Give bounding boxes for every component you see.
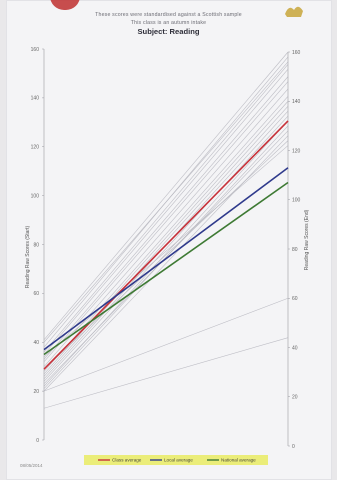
right-tick-label: 140: [292, 99, 301, 105]
header-note-sample: These scores were standardised against a…: [95, 12, 242, 18]
pupil-line: [43, 96, 289, 372]
y-axis-label-start: Reading Raw Scores (Start): [25, 226, 31, 289]
legend-label: Class average: [112, 458, 142, 463]
header-note-intake: This class is an autumn intake: [130, 20, 207, 26]
series-line-class-average: [43, 120, 289, 370]
chart-title: Subject: Reading: [137, 27, 200, 36]
legend-background: [84, 455, 268, 465]
legend-label: Local average: [164, 458, 193, 463]
left-tick-label: 160: [31, 47, 40, 53]
right-tick-label: 160: [292, 50, 301, 56]
left-tick-label: 80: [33, 242, 39, 248]
left-tick-label: 40: [33, 340, 39, 346]
left-tick-label: 0: [36, 438, 39, 444]
left-tick-label: 140: [31, 96, 40, 102]
pupil-line: [43, 51, 289, 341]
series-line-national-average: [43, 181, 289, 356]
pupil-line: [43, 105, 289, 377]
left-tick-label: 20: [33, 389, 39, 395]
pupil-line: [43, 337, 289, 409]
pupil-line: [43, 69, 289, 355]
average-lines: [43, 120, 289, 370]
legend-label: National average: [221, 458, 256, 463]
left-tick-label: 60: [33, 291, 39, 297]
right-tick-label: 100: [292, 198, 301, 204]
right-tick-label: 120: [292, 148, 301, 154]
pupil-line: [43, 120, 289, 387]
pupil-line: [43, 297, 289, 392]
right-tick-label: 0: [292, 444, 295, 450]
pupil-line: [43, 88, 289, 367]
right-tick-label: 40: [292, 345, 298, 351]
pupil-line: [43, 61, 289, 343]
pupil-line: [43, 115, 289, 382]
pupil-line: [43, 76, 289, 360]
pupil-line: [43, 145, 289, 358]
right-tick-label: 20: [292, 395, 298, 401]
pupil-line: [43, 101, 289, 375]
chart-axes: 0 0 20 20 40 40 60 60 80 80 100 100 120 120 140 140 160 1…: [31, 47, 301, 450]
series-line-local-average: [43, 167, 289, 351]
pupil-line: [43, 140, 289, 370]
report-date: 08/05/2014: [20, 463, 43, 468]
left-tick-label: 120: [31, 145, 40, 151]
right-tick-label: 60: [292, 296, 298, 302]
pupil-line: [43, 130, 289, 385]
school-crest-logo: [50, 0, 80, 10]
pupil-line: [43, 81, 289, 362]
council-emblem-logo: [285, 6, 303, 17]
y-axis-label-end: Reading Raw Scores (End): [304, 209, 310, 270]
pupil-line: [43, 135, 289, 392]
left-tick-label: 100: [31, 193, 40, 199]
pupil-line: [43, 64, 289, 353]
chart-legend: Class average Local average National avera…: [84, 455, 268, 465]
right-tick-label: 80: [292, 247, 298, 253]
pupil-lines: [43, 51, 289, 409]
report-sheet: [6, 0, 332, 480]
